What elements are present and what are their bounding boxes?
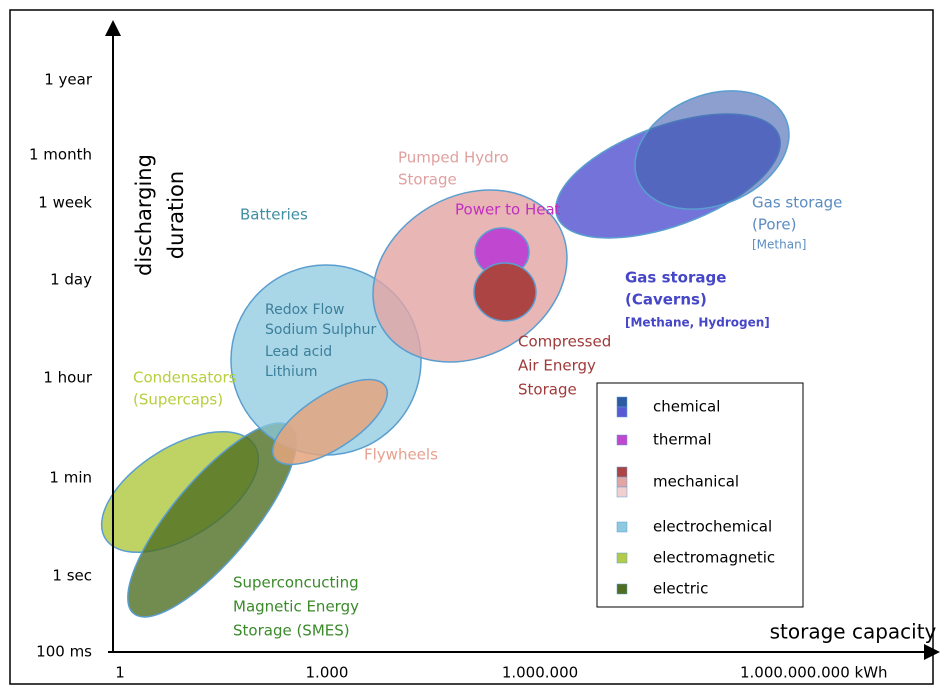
region-label: Flywheels xyxy=(364,446,438,464)
region-label: Lithium xyxy=(265,364,317,380)
legend-swatch xyxy=(616,552,628,564)
legend-label: electromagnetic xyxy=(653,549,775,567)
x-tick-label: 1.000.000 xyxy=(502,664,578,682)
y-tick-label: 1 month xyxy=(29,146,92,164)
region-label: (Caverns) xyxy=(625,291,707,309)
region-label: Sodium Sulphur xyxy=(265,322,376,338)
y-tick-label: 1 min xyxy=(49,469,92,487)
region-label: Compressed xyxy=(518,333,611,351)
region-label: Pumped Hydro xyxy=(398,149,509,167)
y-tick-label: 1 day xyxy=(50,271,92,289)
legend-label: electric xyxy=(653,580,708,598)
legend-box xyxy=(596,382,804,608)
y-tick-label: 100 ms xyxy=(36,643,92,661)
region-label: Condensators xyxy=(133,369,237,387)
region-label: (Supercaps) xyxy=(133,391,223,409)
legend-label: mechanical xyxy=(653,473,739,491)
legend-swatch xyxy=(616,583,628,595)
x-tick-label: 1 xyxy=(115,664,125,682)
legend-swatch xyxy=(616,406,628,418)
region-label: [Methane, Hydrogen] xyxy=(625,316,770,330)
y-tick-label: 1 year xyxy=(44,71,93,89)
legend-swatch xyxy=(616,476,628,488)
legend-label: electrochemical xyxy=(653,518,772,536)
legend-swatch xyxy=(616,466,628,478)
x-tick-label: 1.000.000.000 kWh xyxy=(740,664,888,682)
region-label: Air Energy xyxy=(518,357,596,375)
regions xyxy=(100,90,790,618)
region-label: Redox Flow xyxy=(265,302,344,318)
legend-swatch xyxy=(616,521,628,533)
region-label: Storage xyxy=(398,171,457,189)
frame xyxy=(9,9,934,685)
region-label: [Methan] xyxy=(752,238,806,252)
region-label: Gas storage xyxy=(625,269,726,287)
region-label: Lead acid xyxy=(265,344,332,360)
x-tick-label: 1.000 xyxy=(306,664,349,682)
region-label: Magnetic Energy xyxy=(233,598,359,616)
y-axis-label: duration xyxy=(164,171,188,259)
legend-label: chemical xyxy=(653,398,720,416)
legend-label: thermal xyxy=(653,431,712,449)
flywheel-region xyxy=(271,378,389,466)
compressed-air-region xyxy=(473,262,537,322)
y-tick-label: 1 week xyxy=(38,194,92,212)
y-tick-label: 1 sec xyxy=(52,567,92,585)
y-tick-label: 1 hour xyxy=(43,369,93,387)
region-label: Storage (SMES) xyxy=(233,622,350,640)
legend-swatch xyxy=(616,434,628,446)
region-label: Gas storage xyxy=(752,194,842,212)
legend-swatch xyxy=(616,486,628,498)
region-label: Power to Heat xyxy=(455,201,561,219)
region-label: (Pore) xyxy=(752,216,796,234)
y-axis-label: discharging xyxy=(132,154,156,276)
region-label: Superconcucting xyxy=(233,574,359,592)
region-label: Storage xyxy=(518,381,577,399)
x-axis-label: storage capacity xyxy=(770,620,937,644)
gas-pore-region xyxy=(634,90,790,210)
legend-swatch xyxy=(616,396,628,408)
region-label: Batteries xyxy=(240,206,308,224)
